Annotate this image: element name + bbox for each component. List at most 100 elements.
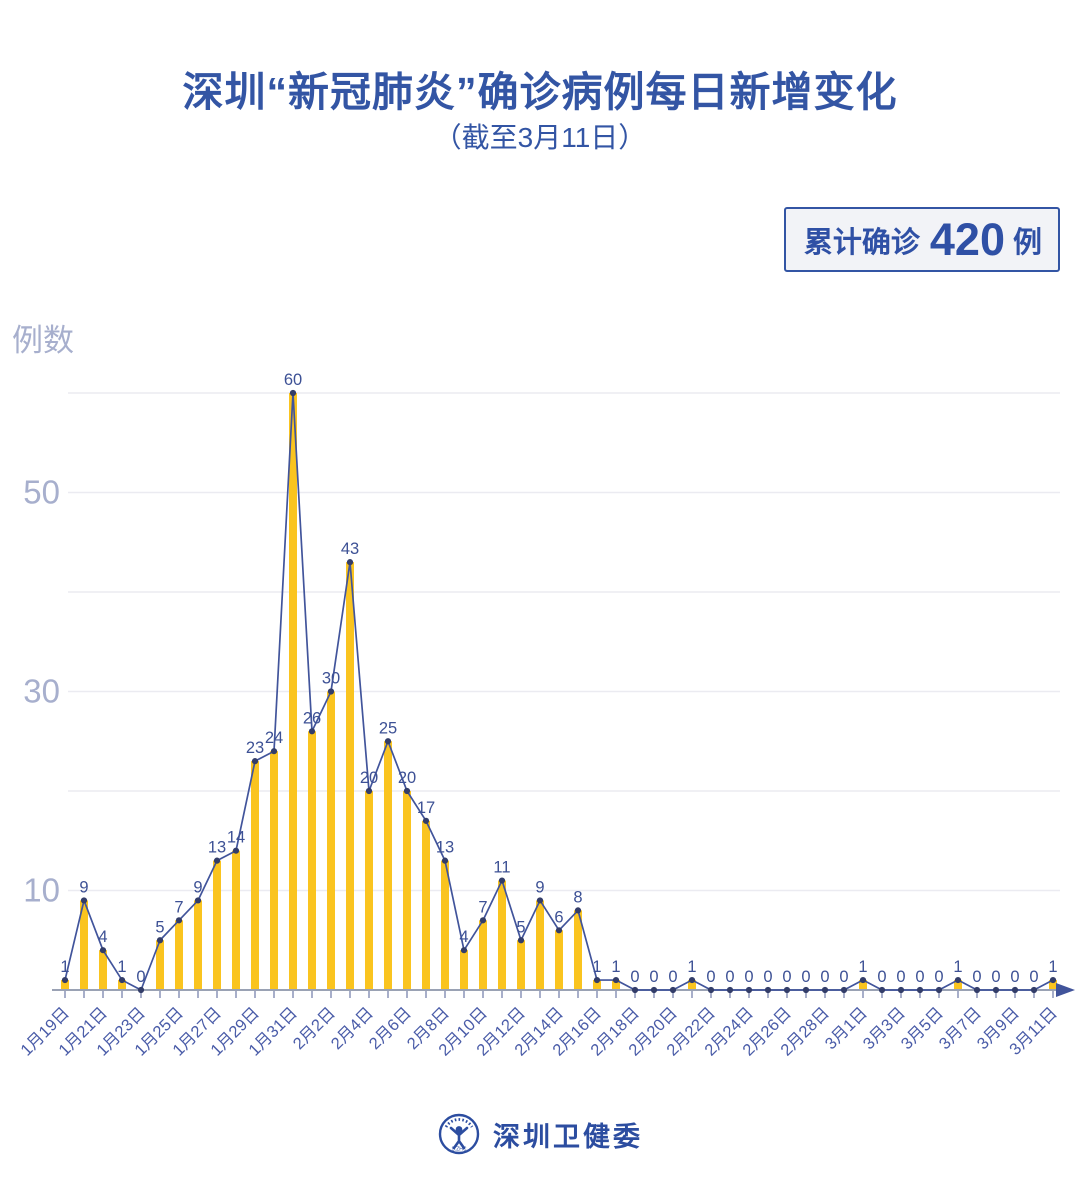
logo-arc-text (444, 1118, 474, 1128)
data-point-marker (783, 986, 791, 994)
data-point-marker (99, 947, 107, 954)
x-tick-label: 3月3日 (860, 1004, 909, 1053)
value-label: 0 (725, 968, 734, 986)
data-point-marker (992, 986, 1000, 994)
data-point-marker (1011, 986, 1019, 994)
bar (194, 900, 202, 990)
value-label: 1 (611, 958, 620, 976)
value-label: 5 (155, 918, 164, 936)
value-label: 8 (573, 888, 582, 906)
data-point-marker (118, 976, 126, 984)
data-point-marker (574, 907, 582, 914)
data-point-marker (764, 986, 772, 994)
data-point-marker (954, 976, 962, 984)
value-label: 0 (763, 968, 772, 986)
bar (441, 860, 449, 990)
data-point-marker (213, 857, 221, 864)
data-point-marker (612, 976, 620, 984)
bar (498, 880, 506, 990)
value-label: 20 (398, 769, 416, 787)
value-label: 0 (915, 968, 924, 986)
data-point-marker (327, 688, 335, 695)
value-label: 20 (360, 769, 378, 787)
bar (954, 980, 962, 990)
value-label: 0 (630, 968, 639, 986)
bar (517, 940, 525, 990)
bar (175, 920, 183, 990)
data-point-marker (878, 986, 886, 994)
logo-figure-head (455, 1126, 463, 1133)
value-label: 6 (554, 908, 563, 926)
shenzhen-health-commission-logo: S.ZHC (438, 1113, 480, 1155)
y-tick-label: 10 (23, 872, 60, 909)
data-point-marker (137, 986, 145, 994)
bar (156, 940, 164, 990)
data-point-marker (593, 976, 601, 984)
data-point-marker (536, 897, 544, 904)
data-point-marker (973, 986, 981, 994)
value-label: 0 (649, 968, 658, 986)
value-label: 9 (535, 878, 544, 896)
bar (289, 393, 297, 990)
value-label: 1 (1048, 958, 1057, 976)
data-point-marker (422, 817, 430, 824)
data-point-marker (194, 897, 202, 904)
x-tick-label: 2月6日 (366, 1004, 415, 1053)
value-label: 4 (459, 928, 468, 946)
value-label: 4 (98, 928, 107, 946)
value-label: 1 (592, 958, 601, 976)
x-tick-label: 2月2日 (290, 1004, 339, 1053)
page-subtitle: （截至3月11日） (433, 122, 647, 153)
daily-new-cases-chart: 1030501月19日1月21日1月23日1月25日1月27日1月29日1月31… (17, 371, 1075, 1060)
data-point-marker (821, 986, 829, 994)
bar (213, 860, 221, 990)
data-point-marker (631, 986, 639, 994)
value-label: 0 (820, 968, 829, 986)
value-label: 43 (341, 540, 359, 558)
bar (365, 791, 373, 990)
bar (460, 950, 468, 990)
bar (346, 562, 354, 990)
value-label: 0 (1010, 968, 1019, 986)
data-point-marker (156, 937, 164, 944)
value-label: 0 (839, 968, 848, 986)
bar (574, 910, 582, 990)
bar (99, 950, 107, 990)
data-point-marker (251, 758, 259, 765)
logo-ring (438, 1113, 480, 1155)
bar (308, 731, 316, 990)
data-point-marker (498, 877, 506, 884)
value-label: 0 (706, 968, 715, 986)
value-label: 17 (417, 799, 435, 817)
bar (327, 691, 335, 990)
bar (555, 930, 563, 990)
data-point-marker (726, 986, 734, 994)
value-label: 26 (303, 709, 321, 727)
data-point-marker (232, 847, 240, 854)
footer: S.ZHC 深圳卫健委 (0, 1112, 1080, 1156)
value-label: 0 (1029, 968, 1038, 986)
cumulative-total-badge: 累计确诊 420 例 (783, 207, 1060, 272)
data-point-marker (859, 976, 867, 984)
bar (270, 751, 278, 990)
data-point-marker (916, 986, 924, 994)
data-point-marker (688, 976, 696, 984)
value-label: 1 (858, 958, 867, 976)
bar (232, 850, 240, 990)
value-label: 60 (284, 371, 302, 389)
bar (118, 980, 126, 990)
data-point-marker (61, 976, 69, 984)
bar (422, 820, 430, 990)
value-label: 0 (934, 968, 943, 986)
data-point-marker (441, 857, 449, 864)
value-label: 13 (208, 839, 226, 857)
value-label: 1 (117, 958, 126, 976)
value-label: 5 (516, 918, 525, 936)
value-label: 14 (227, 829, 245, 847)
bar (1049, 980, 1057, 990)
data-point-marker (745, 986, 753, 994)
bar (384, 741, 392, 990)
data-point-marker (669, 986, 677, 994)
data-point-marker (517, 937, 525, 944)
